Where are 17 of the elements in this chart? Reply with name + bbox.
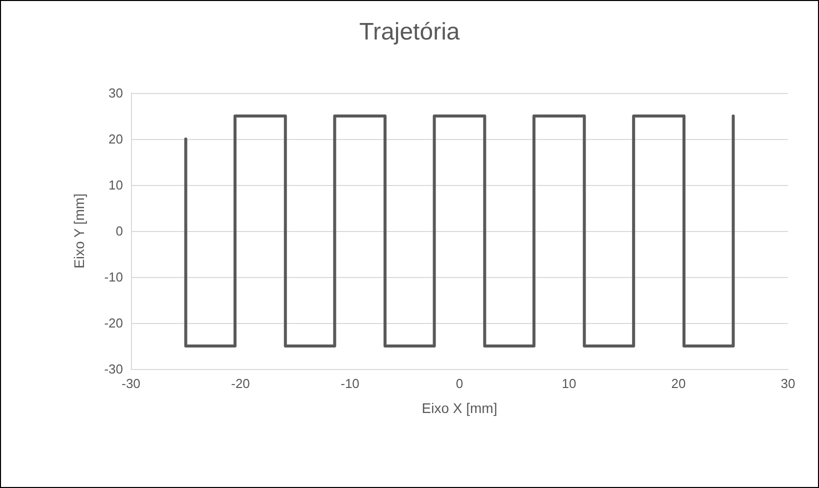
chart-title: Trajetória bbox=[359, 18, 460, 46]
y-axis-title: Eixo Y [mm] bbox=[71, 194, 87, 268]
x-tick-label: 10 bbox=[562, 376, 576, 391]
y-tick-label: -10 bbox=[104, 270, 123, 284]
y-tick-label: 30 bbox=[108, 86, 123, 100]
x-tick-label: 20 bbox=[671, 376, 686, 391]
y-tick-label: 20 bbox=[108, 132, 123, 146]
x-axis-title: Eixo X [mm] bbox=[422, 400, 498, 416]
y-tick-label: 0 bbox=[116, 224, 123, 238]
y-tick-label: -20 bbox=[104, 316, 123, 330]
x-tick-label: 30 bbox=[780, 376, 796, 391]
y-tick-label: -30 bbox=[104, 362, 123, 376]
y-tick-label: 10 bbox=[108, 178, 123, 192]
x-tick-label: -30 bbox=[122, 376, 140, 391]
x-tick-label: 0 bbox=[456, 376, 464, 391]
x-tick-label: -10 bbox=[340, 376, 360, 391]
x-tick-label: -20 bbox=[231, 376, 250, 391]
